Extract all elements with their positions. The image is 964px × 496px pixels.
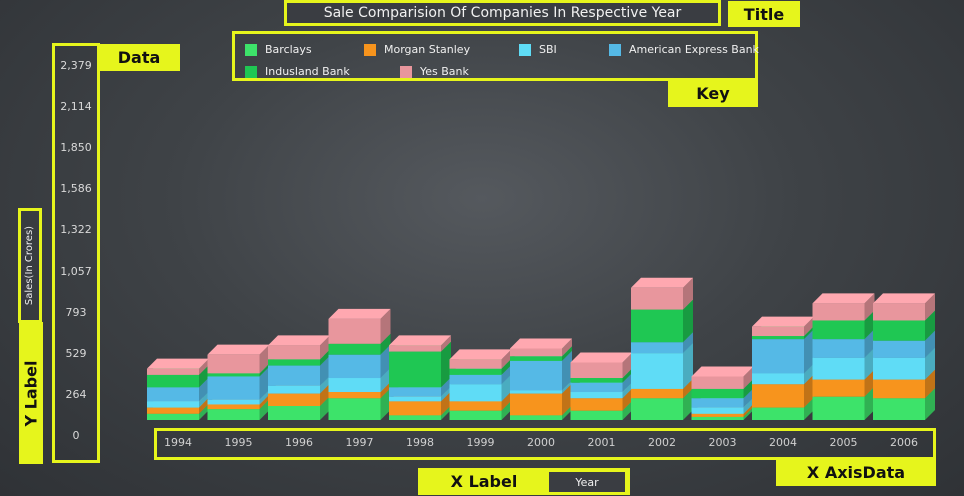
x-tick-label: 1995 bbox=[224, 436, 253, 449]
y-axis-frame bbox=[52, 43, 100, 463]
legend-item-american-express-bank[interactable]: American Express Bank bbox=[609, 43, 759, 56]
y-tick-label: 1,322 bbox=[60, 223, 92, 237]
x-tick-label: 1999 bbox=[466, 436, 495, 449]
x-tick-label: 2006 bbox=[890, 436, 918, 449]
annotation-x-axis-data-text: X AxisData bbox=[806, 463, 906, 482]
chart-title: Sale Comparision Of Companies In Respect… bbox=[323, 5, 682, 21]
x-tick-label: 1994 bbox=[164, 436, 192, 449]
y-tick-label: 1,057 bbox=[60, 264, 92, 278]
legend-item-sbi[interactable]: SBI bbox=[519, 43, 557, 56]
y-tick-label: 0 bbox=[72, 429, 80, 442]
annotation-key-text: Key bbox=[696, 84, 730, 103]
y-tick-label: 1,850 bbox=[60, 141, 92, 155]
legend-label: American Express Bank bbox=[629, 43, 759, 56]
legend-swatch bbox=[519, 43, 531, 56]
legend-label: Yes Bank bbox=[420, 65, 469, 78]
legend-item-indusland-bank[interactable]: Indusland Bank bbox=[245, 65, 350, 78]
bar-segment-2000-yes-bank[interactable] bbox=[510, 338, 572, 357]
annotation-x-axis-data-tag: X AxisData bbox=[776, 459, 936, 486]
bar-segment-1994-yes-bank[interactable] bbox=[147, 358, 209, 375]
y-tick-label: 529 bbox=[65, 346, 87, 360]
annotation-title-text: Title bbox=[743, 4, 785, 24]
annotation-key-tag: Key bbox=[668, 80, 758, 107]
x-tick-label: 2005 bbox=[829, 436, 858, 449]
annotation-xlabel-text: X Label bbox=[450, 472, 518, 491]
legend-label: Barclays bbox=[265, 43, 312, 56]
bar-segment-2006-yes-bank[interactable] bbox=[873, 293, 935, 321]
x-tick-label: 1996 bbox=[285, 436, 313, 449]
y-tick-label: 264 bbox=[65, 387, 87, 401]
chart-title-frame: Sale Comparision Of Companies In Respect… bbox=[284, 0, 721, 26]
x-tick-label: 2000 bbox=[527, 436, 555, 449]
bar-segment-1995-yes-bank[interactable] bbox=[207, 344, 270, 374]
x-tick-label: 2001 bbox=[587, 436, 616, 449]
y-tick-label: 2,379 bbox=[60, 59, 92, 72]
bar-segment-1997-yes-bank[interactable] bbox=[328, 308, 391, 344]
x-tick-label: 2004 bbox=[769, 436, 797, 449]
legend-item-morgan-stanley[interactable]: Morgan Stanley bbox=[364, 43, 470, 56]
bar-segment-2001-yes-bank[interactable] bbox=[570, 352, 633, 379]
x-tick-label: 1998 bbox=[406, 436, 434, 449]
legend-label: SBI bbox=[539, 43, 557, 56]
legend-swatch bbox=[245, 43, 257, 56]
annotation-title-tag: Title bbox=[728, 1, 800, 27]
bar-segment-1998-yes-bank[interactable] bbox=[389, 335, 451, 352]
x-tick-label: 1997 bbox=[345, 436, 374, 449]
bar-segment-1999-yes-bank[interactable] bbox=[449, 349, 512, 369]
legend-swatch bbox=[245, 65, 257, 78]
bar-segment-2003-yes-bank[interactable] bbox=[691, 366, 754, 389]
y-axis-label-frame: Sales(In Crores) bbox=[18, 208, 42, 323]
legend-label: Morgan Stanley bbox=[384, 43, 471, 56]
annotation-data-tag: Data bbox=[98, 44, 180, 71]
x-tick-label: 2002 bbox=[648, 436, 676, 449]
x-tick-label: 2003 bbox=[708, 436, 737, 449]
annotation-data-text: Data bbox=[117, 48, 161, 67]
y-tick-label: 2,114 bbox=[60, 100, 92, 114]
bar-segment-2002-yes-bank[interactable] bbox=[631, 277, 693, 310]
bar-segment-1996-yes-bank[interactable] bbox=[268, 335, 330, 360]
y-tick-label: 1,586 bbox=[60, 182, 92, 196]
legend-label: Indusland Bank bbox=[265, 65, 350, 78]
legend-swatch bbox=[364, 43, 376, 56]
legend: Barclays Morgan Stanley SBI American Expres… bbox=[232, 31, 759, 81]
x-axis-frame bbox=[154, 428, 936, 460]
bar-segment-2005-yes-bank[interactable] bbox=[812, 293, 875, 321]
annotation-ylabel-tag: Y Label bbox=[19, 322, 43, 464]
legend-swatch bbox=[400, 65, 412, 78]
legend-swatch bbox=[609, 43, 621, 56]
bar-segment-2004-yes-bank[interactable] bbox=[752, 316, 814, 337]
legend-item-barclays[interactable]: Barclays bbox=[245, 43, 312, 56]
x-axis-label: Year bbox=[549, 472, 625, 492]
legend-item-yes-bank[interactable]: Yes Bank bbox=[400, 65, 469, 78]
annotation-xlabel-tag: X Label bbox=[421, 471, 547, 492]
y-tick-label: 793 bbox=[65, 305, 87, 319]
